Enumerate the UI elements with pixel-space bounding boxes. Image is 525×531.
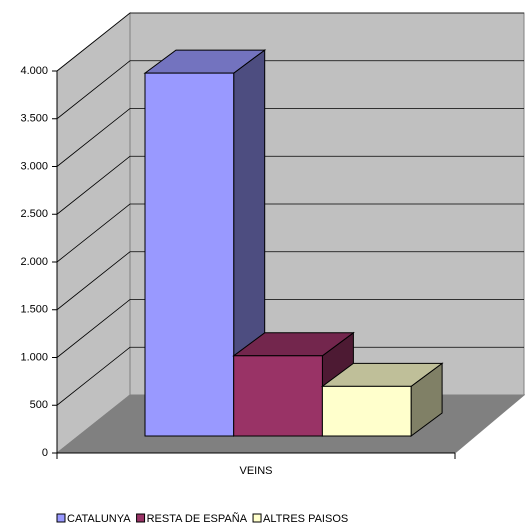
bar: [233, 355, 323, 437]
y-tick-label: 1.000: [20, 351, 48, 363]
legend-label: RESTA DE ESPAÑA: [147, 512, 248, 525]
grid-line: [56, 60, 524, 120]
grid-line: [56, 251, 524, 311]
grid-line: [56, 299, 524, 358]
legend-swatch: [136, 513, 146, 523]
grid-line: [56, 203, 524, 263]
legend-swatch: [252, 513, 262, 523]
y-tick-label: 1.500: [20, 304, 48, 316]
legend-swatch: [56, 513, 66, 523]
grid-line: [56, 346, 524, 406]
legend-label: ALTRES PAISOS: [263, 513, 348, 525]
y-tick-label: 2.000: [20, 256, 48, 268]
grid-line: [56, 108, 524, 167]
x-tick-label: VEINS: [239, 465, 272, 477]
y-tick-label: 500: [30, 399, 48, 411]
y-tick-label: 0: [42, 447, 48, 459]
y-tick-label: 2.500: [20, 208, 48, 220]
legend-label: CATALUNYA: [67, 513, 131, 525]
y-tick-label: 3.500: [20, 113, 48, 125]
bar: [321, 385, 412, 437]
grid-line: [56, 155, 524, 215]
y-tick-label: 3.000: [20, 160, 48, 172]
grid-line: [56, 12, 524, 72]
y-tick-label: 4.000: [20, 65, 48, 77]
bar: [144, 72, 235, 437]
